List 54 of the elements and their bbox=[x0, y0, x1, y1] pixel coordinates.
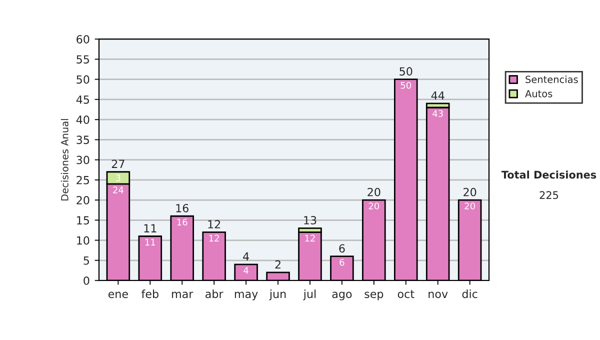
x-tick-label: jul bbox=[303, 290, 316, 300]
y-axis-title: Decisiones Anual bbox=[60, 119, 68, 200]
data-label: 11 bbox=[145, 238, 156, 246]
y-tick-label: 50 bbox=[76, 75, 90, 84]
y-tick-label: 45 bbox=[76, 96, 89, 104]
data-label: 12 bbox=[305, 234, 315, 242]
y-tick-label: 20 bbox=[76, 196, 90, 204]
total-label: 44 bbox=[431, 91, 444, 100]
x-tick-label: ene bbox=[108, 292, 128, 298]
text: 225 bbox=[540, 191, 558, 200]
data-label: 24 bbox=[113, 186, 124, 194]
total-label: 12 bbox=[208, 220, 220, 228]
x-tick-label: ago bbox=[332, 292, 352, 300]
data-label: 3 bbox=[116, 174, 120, 182]
x-tick-label: jun bbox=[269, 290, 286, 300]
data-label: 43 bbox=[432, 110, 443, 117]
y-tick-label: 10 bbox=[77, 236, 90, 245]
total-label: 16 bbox=[176, 204, 188, 212]
x-tick-label: nov bbox=[428, 292, 448, 298]
y-tick-label: 40 bbox=[76, 116, 90, 124]
data-label: 12 bbox=[209, 234, 219, 242]
total-label: 11 bbox=[144, 224, 156, 232]
y-tick-label: 60 bbox=[76, 35, 90, 44]
total-label: 20 bbox=[368, 188, 380, 196]
data-label: 20 bbox=[368, 202, 380, 210]
y-tick-label: 35 bbox=[76, 136, 89, 144]
total-label: 27 bbox=[112, 160, 124, 168]
data-label: 4 bbox=[244, 267, 248, 274]
total-label: 50 bbox=[400, 67, 412, 76]
y-tick-label: 0 bbox=[84, 276, 90, 285]
x-tick-label: oct bbox=[398, 290, 414, 298]
legend-label: Sentencias bbox=[526, 76, 578, 84]
total-label: 20 bbox=[464, 188, 476, 196]
y-tick-label: 25 bbox=[76, 176, 89, 184]
total-label: 2 bbox=[275, 260, 280, 269]
total-label: 4 bbox=[243, 252, 249, 260]
data-label: 50 bbox=[400, 82, 412, 89]
data-label: 6 bbox=[340, 258, 344, 266]
total-label: 6 bbox=[339, 244, 345, 253]
data-label: 20 bbox=[464, 202, 475, 210]
x-tick-label: feb bbox=[142, 290, 158, 298]
y-tick-label: 5 bbox=[84, 256, 89, 265]
x-tick-label: sep bbox=[364, 292, 384, 300]
total-label: 13 bbox=[304, 216, 316, 224]
y-tick-label: 55 bbox=[76, 55, 89, 64]
x-tick-label: mar bbox=[172, 292, 194, 298]
legend-label: Autos bbox=[525, 90, 552, 98]
y-tick-label: 15 bbox=[77, 216, 89, 225]
x-tick-label: abr bbox=[206, 290, 224, 298]
y-tick-label: 30 bbox=[76, 156, 90, 164]
text: Total Decisiones bbox=[501, 170, 596, 179]
data-label: 16 bbox=[177, 218, 188, 226]
x-tick-label: dic bbox=[462, 290, 478, 298]
x-tick-label: may bbox=[234, 292, 258, 300]
